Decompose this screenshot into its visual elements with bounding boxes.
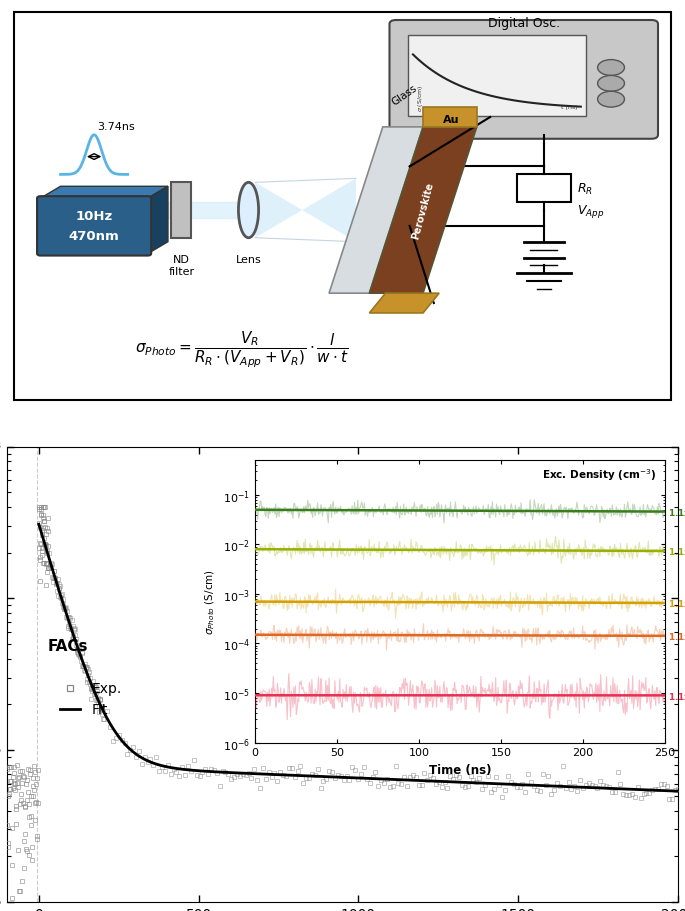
Ellipse shape	[238, 183, 258, 239]
Text: $V_{App}$: $V_{App}$	[577, 202, 605, 220]
Text: $\sigma$ (S/cm): $\sigma$ (S/cm)	[416, 84, 425, 112]
FancyBboxPatch shape	[408, 36, 586, 118]
Circle shape	[597, 77, 625, 92]
Text: Glass: Glass	[390, 84, 419, 108]
Text: Lens: Lens	[236, 254, 262, 264]
FancyBboxPatch shape	[390, 21, 658, 139]
Circle shape	[597, 60, 625, 77]
Polygon shape	[423, 108, 477, 128]
Text: 3.74ns: 3.74ns	[97, 122, 135, 132]
Polygon shape	[148, 187, 168, 254]
Text: $\sigma_{Photo} = \dfrac{V_R}{R_R \cdot (V_{App} + V_R)} \cdot \dfrac{l}{w \cdot: $\sigma_{Photo} = \dfrac{V_R}{R_R \cdot …	[135, 329, 349, 369]
Text: t (ns): t (ns)	[561, 105, 577, 110]
Text: 10Hz: 10Hz	[75, 210, 113, 223]
Bar	[517, 175, 571, 203]
Bar	[171, 183, 191, 239]
Polygon shape	[329, 128, 423, 294]
Text: FACs: FACs	[47, 638, 88, 653]
Text: Au: Au	[443, 115, 460, 125]
Text: ND
filter: ND filter	[169, 254, 195, 277]
Polygon shape	[369, 128, 477, 294]
Text: 470nm: 470nm	[68, 230, 119, 243]
Text: $R_R$: $R_R$	[577, 181, 593, 197]
Text: Digital Osc.: Digital Osc.	[488, 17, 560, 30]
Polygon shape	[369, 294, 439, 313]
FancyBboxPatch shape	[14, 13, 671, 401]
FancyBboxPatch shape	[37, 197, 151, 256]
Polygon shape	[40, 187, 168, 199]
Text: Perovskite: Perovskite	[410, 181, 436, 241]
Circle shape	[597, 92, 625, 108]
Legend: Exp., Fit: Exp., Fit	[54, 676, 127, 722]
Polygon shape	[256, 179, 356, 242]
